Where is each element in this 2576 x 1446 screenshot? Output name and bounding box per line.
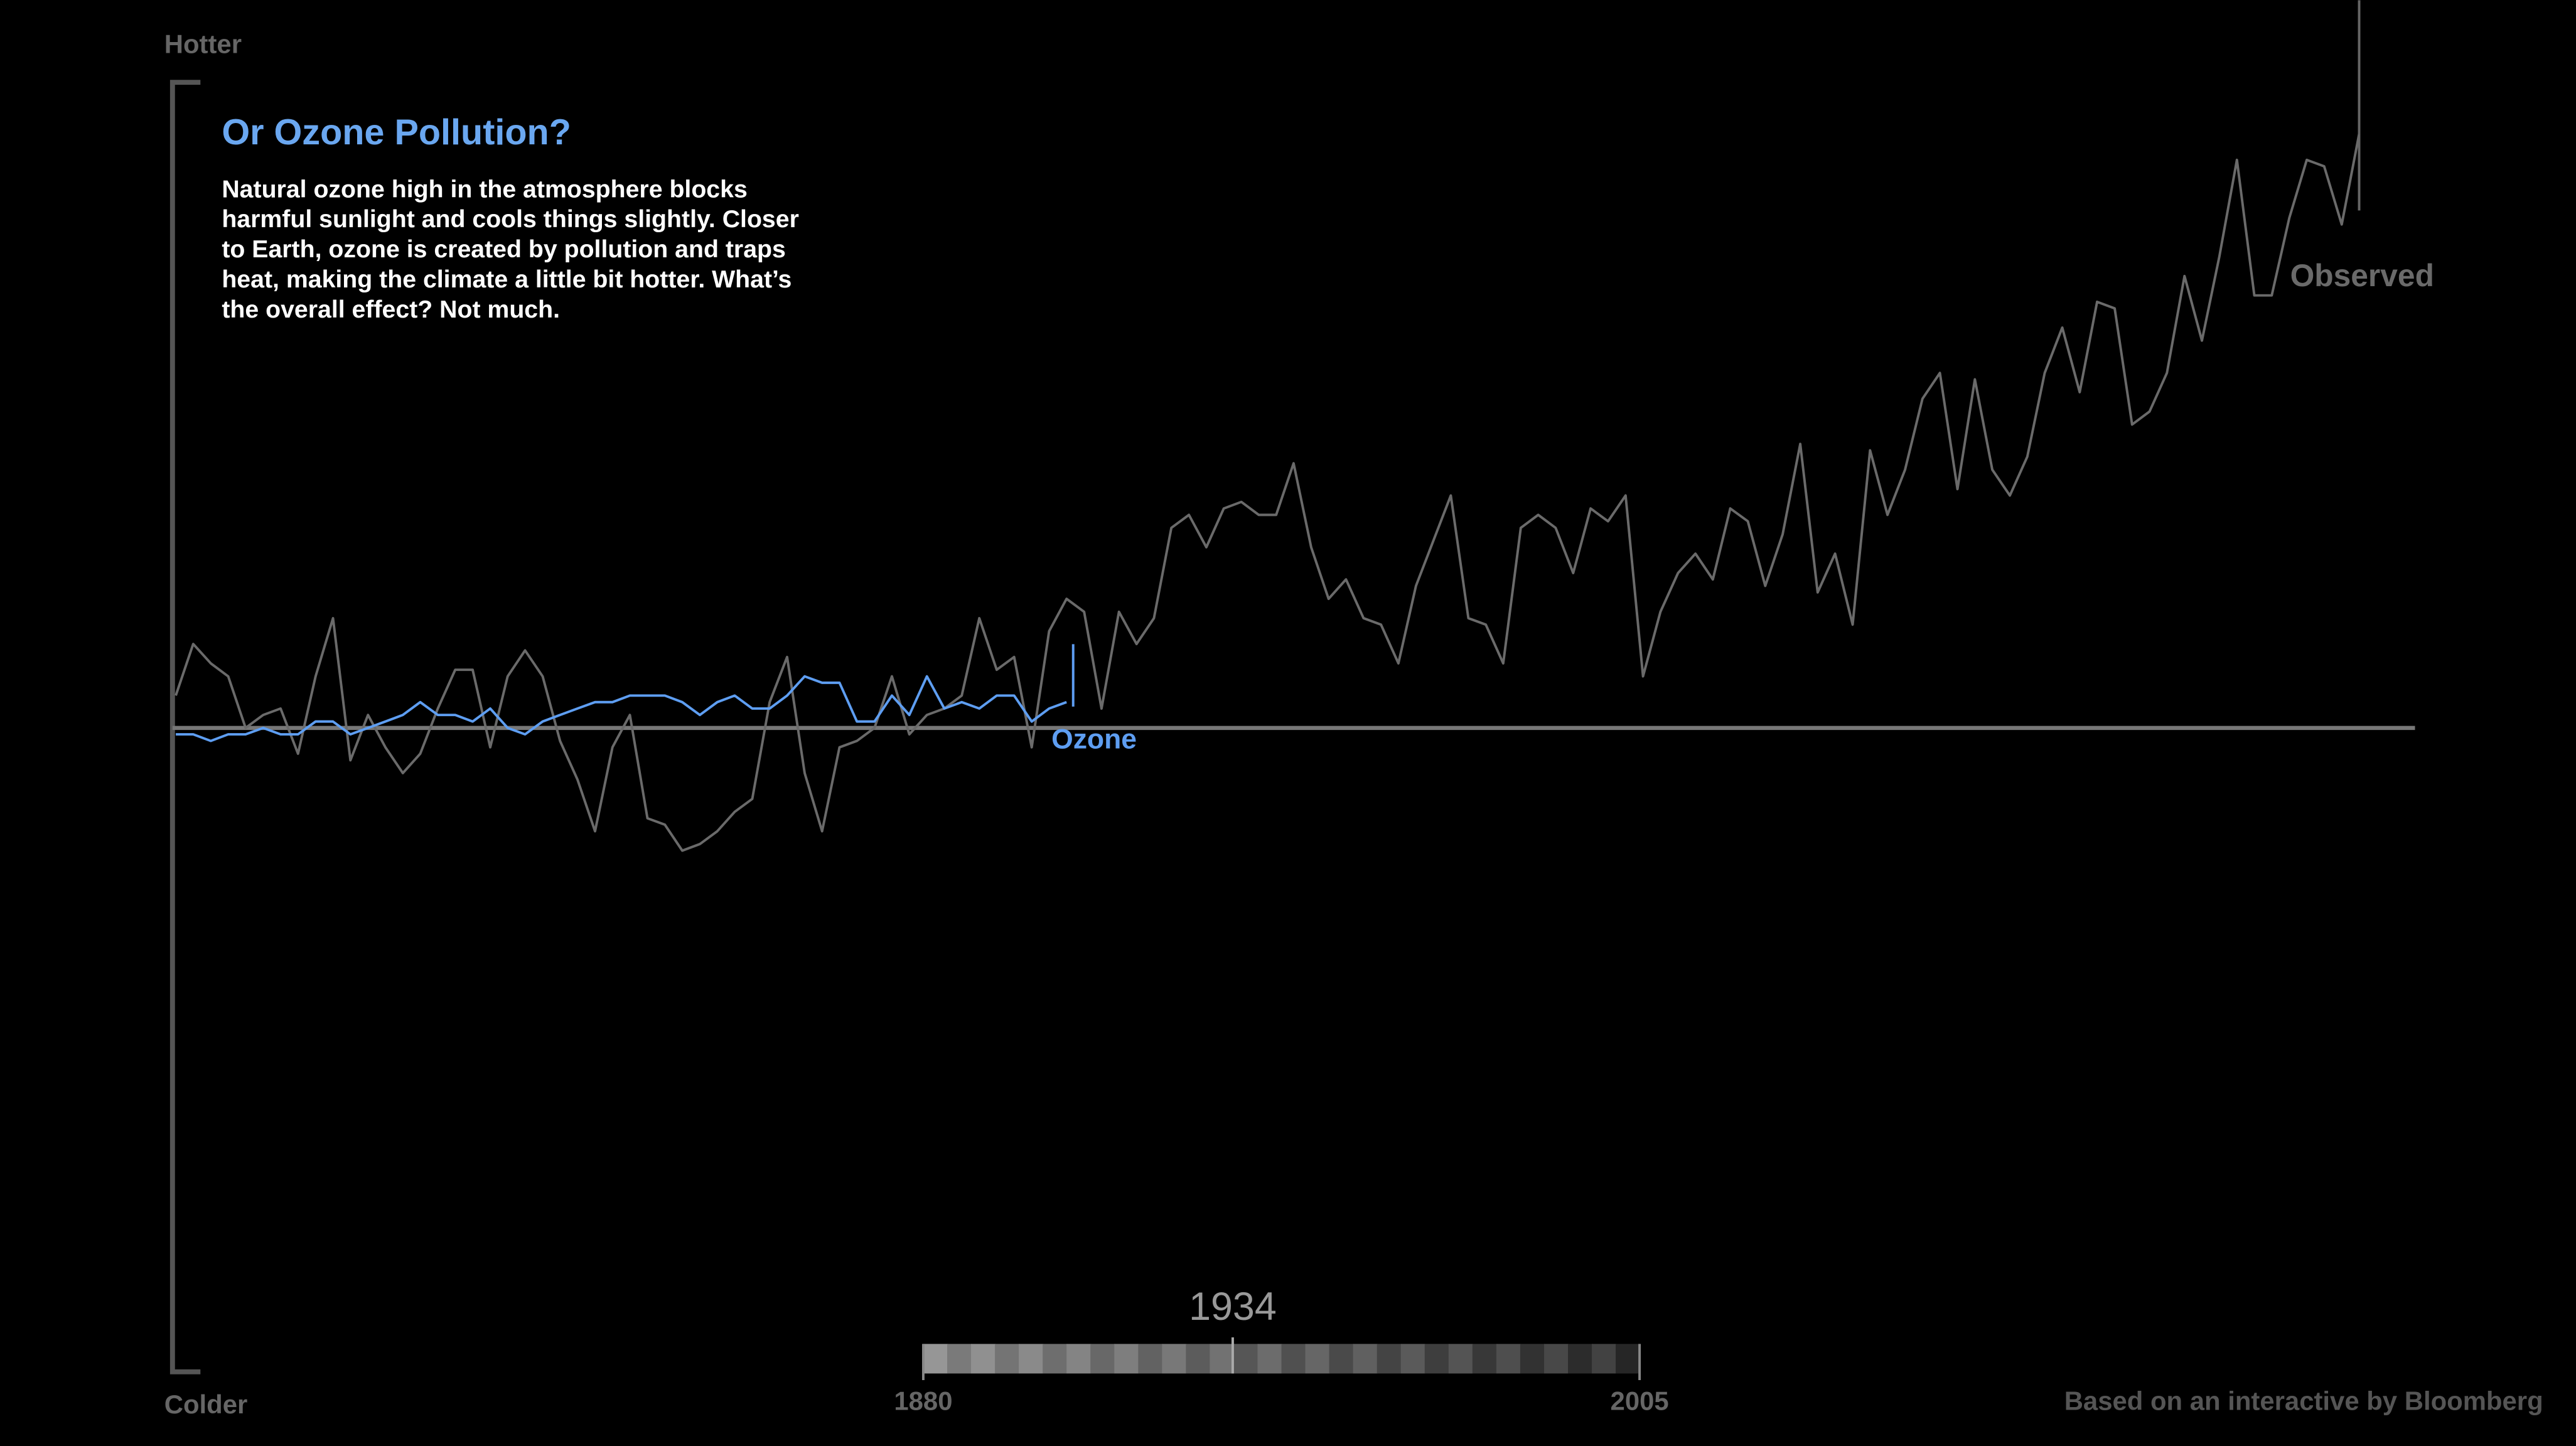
slider-segment [923,1344,948,1374]
body-text: Natural ozone high in the atmosphere blo… [222,175,747,203]
series-label: Observed [2290,258,2434,293]
slider-segment [1543,1344,1569,1374]
slider-segment [1353,1344,1378,1374]
slider-segment [1043,1344,1068,1374]
y-bottom-label: Colder [164,1390,248,1419]
slider-segment [1520,1344,1545,1374]
body-text: harmful sunlight and cools things slight… [222,205,799,233]
body-text: to Earth, ozone is created by pollution … [222,235,786,263]
slider-segment [1233,1344,1258,1374]
slider-min-label: 1880 [894,1386,952,1416]
slider-segment [1019,1344,1044,1374]
slider-segment [1305,1344,1330,1374]
slider-segment [1281,1344,1306,1374]
credit: Based on an interactive by Bloomberg [2064,1386,2543,1416]
slider-segment [1329,1344,1354,1374]
body-text: heat, making the climate a little bit ho… [222,265,792,293]
slider-segment [1114,1344,1139,1374]
slider-segment [1496,1344,1521,1374]
chart-title: Or Ozone Pollution? [222,112,571,153]
slider-segment [1138,1344,1163,1374]
slider-segment [947,1344,972,1374]
slider-segment [1377,1344,1402,1374]
slider-current-label: 1934 [1189,1285,1277,1329]
y-top-label: Hotter [164,29,242,59]
slider-segment [1257,1344,1282,1374]
series-label: Ozone [1051,724,1137,755]
slider-segment [995,1344,1020,1374]
slider-segment [1567,1344,1593,1374]
data-line [174,134,2361,852]
body-text: the overall effect? Not much. [222,296,560,323]
slider-segment [1616,1344,1641,1374]
slider-max-label: 2005 [1611,1386,1669,1416]
slider-segment [1400,1344,1426,1374]
slider-segment [1090,1344,1115,1374]
slider-segment [1066,1344,1092,1374]
slider-segment [1424,1344,1450,1374]
data-line [176,675,1067,742]
slider-segment [1162,1344,1187,1374]
slider-segment [1210,1344,1235,1374]
slider-segment [1592,1344,1617,1374]
slider-segment [1186,1344,1211,1374]
slider-segment [1472,1344,1498,1374]
slider-segment [971,1344,996,1374]
slider-segment [1448,1344,1474,1374]
